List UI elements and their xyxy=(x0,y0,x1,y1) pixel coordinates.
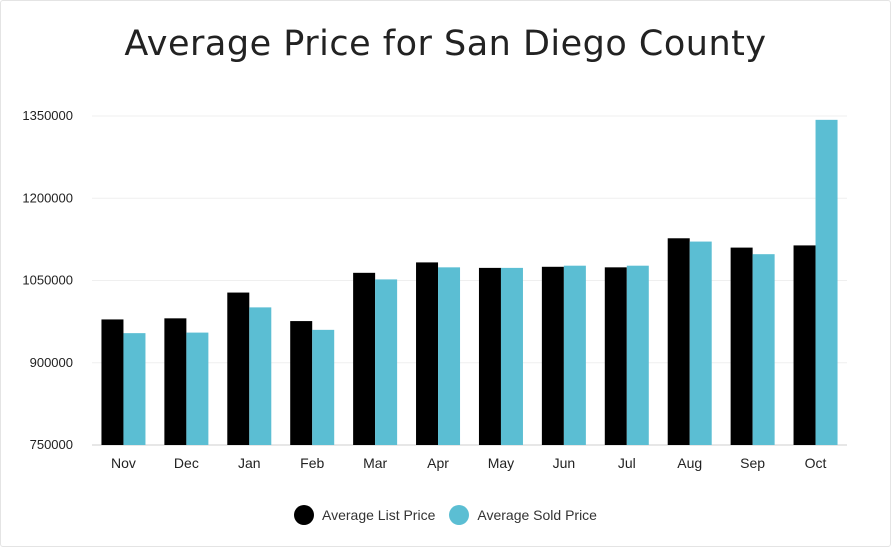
bar-sold-mar[interactable] xyxy=(375,279,398,445)
legend-marker-list-price xyxy=(294,505,315,525)
bar-list-aug[interactable] xyxy=(667,238,690,445)
y-tick-label: 1050000 xyxy=(22,273,73,288)
bar-chart: 1350000 1200000 1050000 900000 750000 Nov Dec J… xyxy=(22,108,847,471)
chart-legend: Average List Price Average Sold Price xyxy=(0,505,891,525)
x-tick-label: Jan xyxy=(238,455,261,471)
bar-list-oct[interactable] xyxy=(793,245,816,445)
bar-sold-jan[interactable] xyxy=(249,307,272,445)
x-tick-label: Dec xyxy=(174,455,199,471)
bar-sold-dec[interactable] xyxy=(186,332,209,445)
bar-list-jan[interactable] xyxy=(227,292,250,445)
x-tick-label: Apr xyxy=(427,455,449,471)
x-tick-label: Oct xyxy=(805,455,827,471)
bar-list-apr[interactable] xyxy=(416,262,439,445)
x-tick-label: Sep xyxy=(740,455,765,471)
bar-list-jul[interactable] xyxy=(604,267,627,445)
bar-list-mar[interactable] xyxy=(353,272,376,445)
chart-title: Average Price for San Diego County xyxy=(124,24,767,64)
x-tick-label: Feb xyxy=(300,455,324,471)
legend-item-sold-price[interactable]: Average Sold Price xyxy=(449,505,597,525)
y-tick-label: 1200000 xyxy=(22,190,73,205)
legend-label-list-price: Average List Price xyxy=(322,507,436,523)
bar-sold-jul[interactable] xyxy=(626,265,649,445)
bar-sold-sep[interactable] xyxy=(752,254,775,445)
bar-list-jun[interactable] xyxy=(541,266,564,445)
bar-sold-nov[interactable] xyxy=(123,333,146,445)
x-tick-label: Mar xyxy=(363,455,387,471)
bar-list-feb[interactable] xyxy=(290,321,313,445)
legend-item-list-price[interactable]: Average List Price xyxy=(294,505,435,525)
bar-list-may[interactable] xyxy=(478,267,501,445)
x-tick-label: Aug xyxy=(677,455,702,471)
bar-sold-may[interactable] xyxy=(500,267,523,445)
bar-list-sep[interactable] xyxy=(730,247,753,445)
x-tick-label: Jul xyxy=(618,455,636,471)
bar-sold-jun[interactable] xyxy=(563,265,586,445)
y-tick-label: 900000 xyxy=(30,355,73,370)
legend-label-sold-price: Average Sold Price xyxy=(477,507,597,523)
bar-list-nov[interactable] xyxy=(101,319,124,445)
x-tick-label: Jun xyxy=(553,455,576,471)
legend-marker-sold-price xyxy=(449,505,470,525)
bar-sold-apr[interactable] xyxy=(438,267,461,445)
x-tick-label: Nov xyxy=(111,455,136,471)
bar-sold-feb[interactable] xyxy=(312,329,335,445)
y-tick-label: 750000 xyxy=(30,437,73,452)
x-tick-label: May xyxy=(488,455,514,471)
bar-list-dec[interactable] xyxy=(164,318,187,445)
bar-sold-oct[interactable] xyxy=(815,119,838,446)
y-tick-label: 1350000 xyxy=(22,108,73,123)
bar-sold-aug[interactable] xyxy=(689,241,712,445)
